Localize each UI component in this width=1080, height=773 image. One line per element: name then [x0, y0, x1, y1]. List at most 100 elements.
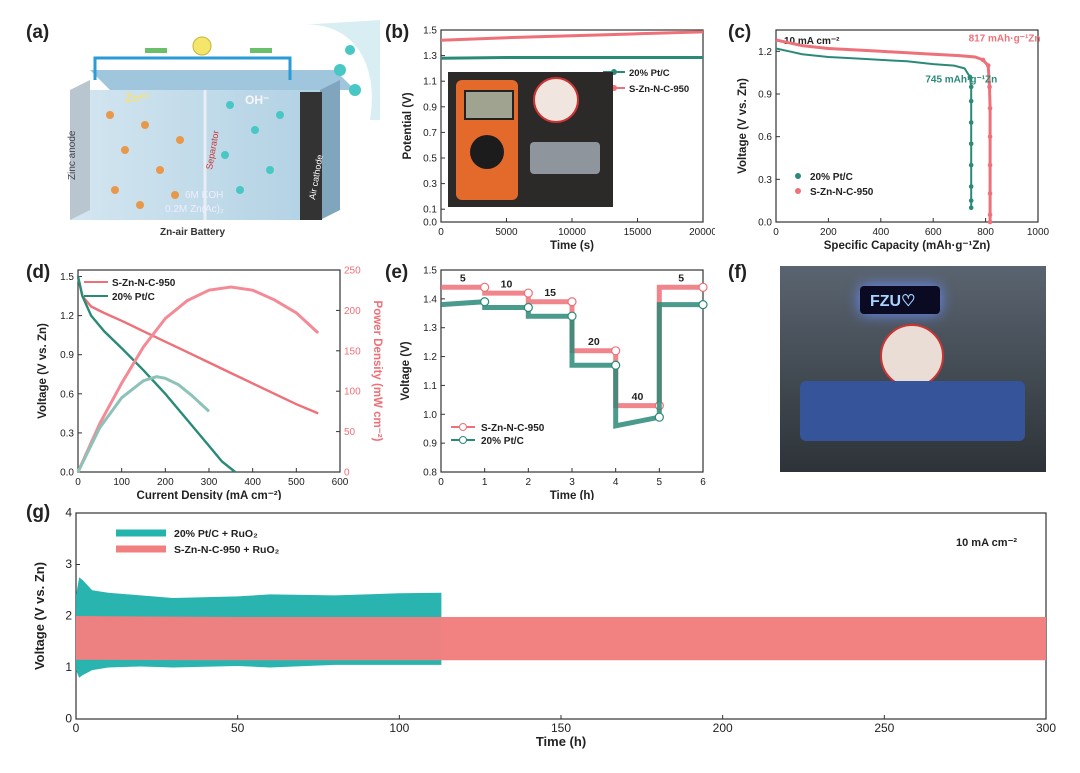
oh-particles [221, 45, 361, 194]
series-line-1 [76, 276, 236, 473]
led-demo-photo: FZU♡ [780, 266, 1046, 472]
x-axis-label: Time (s) [550, 240, 594, 252]
data-point [968, 184, 974, 189]
y2-tick-label: 150 [344, 346, 361, 357]
chart-c: 0 200 400 600 800 1000 0.0 0.3 0.6 0.9 1.2 Specific… [737, 29, 1050, 252]
oh-ion-label: OH⁻ [245, 93, 269, 107]
air-cathode [300, 92, 322, 220]
y-tick-label: 0.8 [423, 468, 437, 479]
multimeter-icon [456, 80, 518, 200]
x-tick-label: 200 [157, 477, 174, 488]
data-point [480, 297, 490, 307]
panel-label-e: (e) [385, 262, 409, 283]
fzu-seal-icon [533, 77, 579, 123]
x-axis-label: Time (h) [536, 734, 586, 749]
panel-label-c: (c) [728, 22, 752, 43]
x-tick-label: 2 [526, 477, 532, 488]
step-label-1: 10 [501, 278, 513, 290]
x-tick-label: 0 [75, 477, 81, 488]
data-point [567, 297, 577, 307]
x-axis-label: Time (h) [550, 490, 595, 500]
y-tick-label: 0.6 [60, 389, 74, 400]
x-tick-label: 300 [201, 477, 218, 488]
y-tick-label: 1.5 [60, 272, 74, 283]
battery-stack [800, 381, 1025, 441]
electron-arrow-right [250, 48, 272, 53]
y-axis-label: Voltage (V vs. Zn) [737, 78, 749, 174]
x-tick-label: 15000 [624, 227, 652, 238]
series-band-1 [76, 616, 1046, 661]
data-point [987, 162, 993, 168]
y-tick-label: 1.1 [423, 381, 437, 392]
legend-label-1: S-Zn-N-C-950 [629, 84, 689, 95]
panel-label-d: (d) [26, 262, 51, 283]
y-tick-label: 1.3 [423, 51, 437, 62]
x-tick-label: 600 [332, 477, 349, 488]
circuit-wire [93, 56, 292, 80]
step-label-0: 5 [460, 273, 466, 285]
x-tick-label: 600 [925, 227, 942, 238]
data-point [987, 212, 993, 218]
y2-tick-label: 100 [344, 387, 361, 398]
step-label-3: 20 [588, 336, 600, 348]
x-tick-label: 6 [700, 477, 706, 488]
current-density-annotation: 10 mA cm⁻² [784, 36, 840, 47]
data-point [654, 412, 664, 422]
data-point [985, 63, 991, 68]
data-point [698, 282, 708, 292]
anode-label: Zinc anode [67, 130, 78, 180]
y-tick-label: 1.3 [423, 323, 437, 334]
y2-axis-label: Power Density (mW cm⁻²) [371, 301, 383, 442]
x-tick-label: 400 [872, 227, 889, 238]
panel-label-b: (b) [385, 22, 410, 43]
legend-label-0: 20% Pt/C [629, 68, 670, 79]
x-tick-label: 400 [244, 477, 261, 488]
x-tick-label: 10000 [558, 227, 586, 238]
legend-marker-0 [795, 173, 801, 179]
y-tick-label: 1.2 [423, 352, 437, 363]
step-label-4: 40 [632, 391, 644, 403]
y-tick-label: 1.5 [423, 26, 437, 37]
series-line-0 [440, 56, 703, 60]
y-tick-label: 0.6 [758, 132, 772, 143]
fzu-seal-icon-f [880, 324, 944, 388]
y-axis-label: Voltage (V vs. Zn) [37, 323, 49, 419]
data-point [968, 141, 974, 147]
data-point [611, 346, 621, 356]
air-flow [300, 20, 380, 120]
battery-cell-icon [530, 142, 600, 174]
y-axis-label: Potential (V) [402, 92, 414, 159]
series-line-2 [76, 285, 320, 473]
y-axis-label: Voltage (V) [400, 341, 412, 400]
x-tick-label: 4 [613, 477, 619, 488]
x-tick-label: 0 [773, 227, 779, 238]
multimeter-photo [448, 72, 613, 207]
zn-ion-label: Zn²⁺ [125, 91, 150, 105]
box-side [320, 80, 340, 220]
step-label-2: 15 [544, 287, 556, 299]
legend-marker-1 [795, 188, 801, 194]
data-point [523, 302, 533, 313]
y-tick-label: 1.5 [423, 266, 437, 277]
led-display: FZU♡ [860, 286, 940, 314]
y-tick-label: 0.9 [423, 102, 437, 113]
legend-label-0: 20% Pt/C [810, 172, 853, 183]
current-density-annotation: 10 mA cm⁻² [956, 537, 1017, 549]
box-front [70, 90, 320, 220]
y-tick-label: 0.9 [60, 350, 74, 361]
series-line-3 [76, 375, 211, 473]
x-axis-label: Current Density (mA cm⁻²) [137, 490, 282, 500]
capacity-label-ptc: 745 mAh·g⁻¹Zn [925, 75, 997, 86]
zinc-anode [70, 80, 90, 220]
battery-caption: Zn-air Battery [160, 227, 225, 238]
legend-marker-1 [459, 436, 467, 444]
chart-e: 0 1 2 3 4 5 6 0.8 0.9 1.0 1.1 1.2 1.3 1.4 1.5 Time (h) V… [400, 266, 708, 500]
x-tick-label: 3 [569, 477, 575, 488]
series-line-1 [440, 299, 703, 429]
legend-marker-0 [459, 423, 467, 431]
y2-tick-label: 200 [344, 306, 361, 317]
x-tick-label: 200 [713, 721, 733, 735]
y-tick-label: 1.1 [423, 77, 437, 88]
data-point [480, 282, 490, 292]
panel-label-g: (g) [26, 502, 51, 523]
